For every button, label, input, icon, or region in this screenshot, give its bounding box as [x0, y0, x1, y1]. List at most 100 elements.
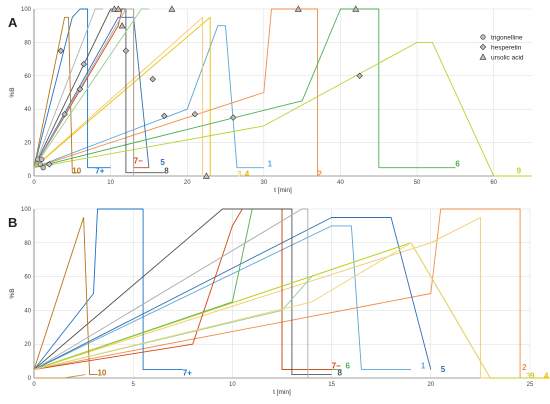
- series-label: 8: [338, 368, 343, 377]
- diamond-marker: [229, 114, 237, 121]
- series-label: 10: [97, 368, 106, 377]
- y-tick-label: 20: [24, 141, 31, 147]
- triangle-marker: [202, 172, 210, 179]
- y-tick-label: 0: [28, 376, 32, 382]
- diamond-marker: [57, 47, 65, 54]
- diamond-marker: [80, 60, 88, 68]
- series-line: [33, 242, 491, 379]
- diamond-marker: [61, 110, 68, 118]
- series-label: 6: [345, 362, 350, 371]
- x-tick-label: 10: [107, 180, 114, 186]
- diamond-marker: [161, 112, 168, 120]
- y-tick-label: 60: [24, 74, 31, 80]
- series-line: [33, 16, 150, 168]
- series-line: [33, 16, 204, 176]
- series-line: [33, 8, 111, 169]
- series-label: 1: [268, 160, 273, 169]
- circle-marker: [40, 165, 46, 171]
- series-label: 7−: [134, 156, 143, 165]
- series-label: 2: [317, 170, 322, 179]
- legend-circle-icon: [480, 34, 486, 40]
- series-line: [33, 41, 532, 177]
- series-line: [33, 208, 342, 371]
- series-label: 3: [237, 170, 242, 179]
- y-tick-label: 100: [21, 207, 32, 213]
- series-line: [33, 25, 264, 169]
- x-tick-label: 20: [184, 180, 191, 186]
- series-line: [33, 208, 332, 376]
- legend-label: hesperetin: [491, 44, 522, 51]
- series-label: 7+: [183, 368, 192, 377]
- triangle-marker: [352, 5, 360, 12]
- panel-label: B: [8, 215, 17, 230]
- y-axis-label: %B: [9, 288, 16, 298]
- series-label: 6: [455, 160, 460, 169]
- series-label: 10: [72, 166, 81, 175]
- x-tick-label: 25: [527, 382, 534, 388]
- triangle-marker: [294, 5, 302, 12]
- series-label: 4: [245, 170, 250, 179]
- series-label: 9: [530, 372, 535, 381]
- series-label: 7−: [332, 362, 341, 371]
- legend-triangle-icon: [479, 53, 487, 60]
- y-axis-label: %B: [9, 87, 16, 97]
- series-line: [33, 208, 309, 378]
- series-line: [33, 16, 80, 174]
- circle-marker: [39, 156, 45, 162]
- triangle-marker: [168, 5, 176, 12]
- circle-marker: [37, 161, 43, 167]
- x-tick-label: 0: [32, 382, 36, 388]
- series-label: 9: [517, 166, 522, 175]
- legend-diamond-icon: [479, 43, 487, 51]
- x-tick-label: 40: [337, 180, 344, 186]
- x-tick-label: 20: [427, 382, 434, 388]
- legend-label: ursolic acid: [491, 54, 524, 61]
- diamond-marker: [122, 47, 130, 54]
- series-label: 2: [522, 363, 527, 372]
- series-line: [33, 225, 411, 371]
- x-tick-label: 50: [414, 180, 421, 186]
- x-axis-label: t [min]: [274, 187, 292, 194]
- series-line: [33, 217, 521, 379]
- x-tick-label: 5: [132, 382, 136, 388]
- x-tick-label: 30: [261, 180, 268, 186]
- y-tick-label: 80: [24, 40, 31, 46]
- x-tick-label: 10: [229, 382, 236, 388]
- series-line: [33, 208, 521, 378]
- series-line: [33, 217, 432, 371]
- triangle-marker: [118, 22, 126, 29]
- series-label: 8: [164, 166, 169, 175]
- diamond-marker: [356, 72, 363, 80]
- diamond-marker: [191, 110, 199, 118]
- y-tick-label: 40: [24, 107, 31, 113]
- panel-label: A: [8, 15, 18, 30]
- series-line: [33, 16, 211, 176]
- y-tick-label: 20: [24, 342, 31, 348]
- series-label: 3: [526, 372, 531, 381]
- series-line: [33, 217, 98, 376]
- series-label: 4: [544, 372, 549, 381]
- series-line: [33, 8, 103, 168]
- series-line: [33, 8, 149, 168]
- diamond-marker: [149, 75, 156, 83]
- x-axis-label: t [min]: [273, 389, 291, 396]
- y-tick-label: 100: [21, 7, 32, 13]
- series-line: [33, 8, 149, 169]
- legend: trigonelline hesperetin ursolic acid: [479, 34, 524, 61]
- diamond-marker: [46, 161, 53, 168]
- series-label: 5: [160, 158, 165, 167]
- x-tick-label: 0: [32, 180, 36, 186]
- series-label: 1: [421, 362, 426, 371]
- y-tick-label: 60: [24, 275, 31, 281]
- series-line: [33, 8, 456, 169]
- x-tick-label: 15: [328, 382, 335, 388]
- diamond-marker: [76, 85, 84, 93]
- series-line: [34, 374, 86, 379]
- y-tick-label: 40: [24, 308, 31, 314]
- triangle-marker: [114, 5, 122, 12]
- legend-label: trigonelline: [491, 34, 523, 41]
- y-tick-label: 80: [24, 241, 31, 247]
- series-line: [33, 208, 183, 371]
